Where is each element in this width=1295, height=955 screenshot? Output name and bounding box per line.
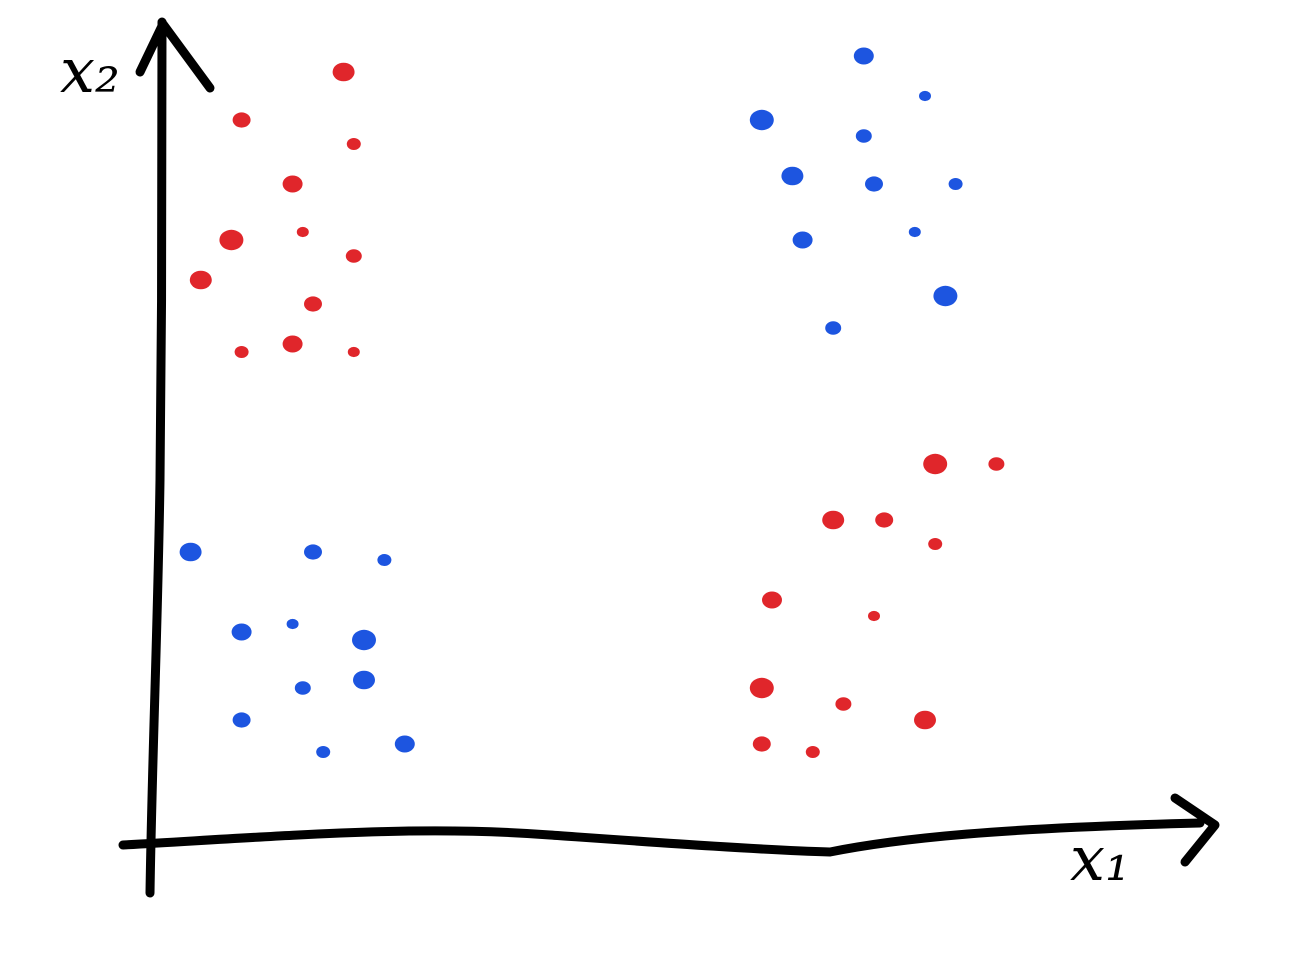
data-point [855,129,872,143]
data-point [928,538,943,550]
data-point [179,542,202,562]
data-point [232,712,251,728]
data-point [749,109,774,131]
data-point [923,453,948,475]
data-point [332,62,355,82]
data-point [282,175,303,193]
data-point [304,544,322,560]
data-point [394,735,415,753]
data-point [868,610,880,622]
data-point [908,226,921,238]
data-point [346,138,361,150]
data-point [781,166,804,186]
data-point [219,229,244,251]
data-point [792,231,813,249]
data-point [853,47,874,65]
data-points [179,47,1005,758]
data-point [752,736,771,752]
data-point [286,618,299,630]
data-point [232,112,251,128]
data-point [352,629,376,651]
data-point [822,510,845,530]
x-axis-label: x₁ [1070,822,1130,895]
data-point [762,591,782,609]
data-point [347,346,360,358]
data-point [919,90,931,102]
data-point [988,457,1005,471]
data-point [234,346,249,358]
x-axis-arrowhead [1170,793,1220,867]
data-point [933,285,958,307]
data-point [914,710,936,730]
data-point [825,321,842,335]
data-point [189,270,212,290]
data-point [377,554,392,566]
data-point [304,296,322,312]
data-point [296,226,309,238]
data-point [353,670,375,690]
y-axis [145,17,167,898]
data-point [749,677,774,699]
y-axis-label: x₂ [60,34,120,107]
data-point [316,746,331,758]
y-axis-arrowhead [135,19,215,93]
data-point [835,697,852,711]
data-point [875,512,894,528]
data-point [282,335,303,353]
data-point [294,681,311,695]
x-axis [118,818,1205,857]
data-point [948,178,963,190]
data-point [345,249,362,263]
data-point [865,176,883,192]
data-point [231,623,252,641]
data-point [805,746,820,758]
